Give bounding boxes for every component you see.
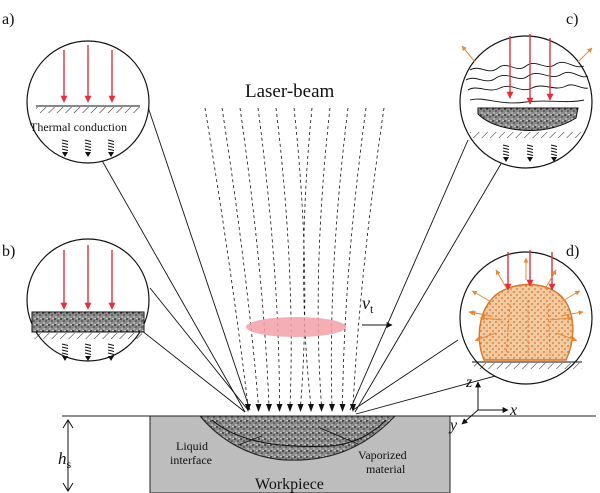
panel-d-label: d) [566, 243, 579, 260]
beam-ray [352, 107, 385, 407]
beam-arrowhead [339, 404, 346, 412]
heat-flow-icon [107, 343, 115, 361]
heat-flow-icon [526, 144, 534, 162]
panel-a-label: a) [2, 11, 14, 28]
spray-arrow [471, 290, 492, 303]
liquid-interface-label-1: Liquid [176, 439, 208, 453]
panel-d-ejection [459, 250, 593, 385]
beam-arrowhead [245, 404, 251, 412]
vaporized-material-label-1: Vaporized [358, 448, 407, 462]
beam-arrowhead [287, 404, 293, 412]
spray-arrow [474, 332, 497, 342]
thermal-conduction-label: Thermal conduction [30, 120, 127, 134]
beam-ray [257, 107, 280, 407]
velocity-label: vt [362, 293, 374, 316]
vaporized-material-leader [319, 427, 359, 445]
heat-flow-icon [502, 144, 510, 162]
beam-arrowhead [308, 404, 314, 412]
laser-beam [204, 107, 385, 412]
liquid-interface-leader [237, 435, 263, 446]
panel-a-thermal-conduction: Thermal conduction [26, 40, 150, 164]
z-axis-label: z [465, 374, 473, 391]
panel-b-label: b) [2, 243, 15, 260]
coordinate-axes: z x y [448, 374, 517, 434]
melt-pool [198, 415, 397, 461]
y-axis [461, 409, 479, 425]
beam-ray [293, 107, 306, 407]
beam-arrowhead [276, 404, 283, 412]
y-axis-label: y [448, 417, 458, 434]
workpiece-label: Workpiece [255, 476, 324, 493]
laser-beam-label: Laser-beam [245, 81, 335, 102]
spray-arrow [549, 315, 573, 321]
velocity-indicator: vt [362, 293, 393, 328]
heat-flow-icon [84, 343, 92, 361]
spray-arrow [544, 269, 557, 290]
beam-ray [239, 107, 270, 407]
heat-flow-icon [84, 139, 92, 157]
depth-label: hs [58, 449, 72, 471]
heat-flow-icon [550, 144, 558, 162]
beam-arrowhead [318, 404, 325, 412]
liquid-interface-label-2: interface [170, 453, 212, 467]
beam-ray [221, 107, 259, 407]
spray-arrow [561, 310, 584, 317]
spray-arrow [495, 269, 508, 290]
beam-arrowhead [329, 404, 335, 412]
panel-c-label: c) [566, 11, 578, 28]
beam-ray [275, 107, 292, 407]
spray-arrow [560, 290, 581, 303]
callout-leaders [99, 106, 511, 415]
beam-ray [303, 107, 313, 407]
spray-arrow [479, 315, 503, 321]
beam-arrowhead [297, 404, 304, 412]
heat-flow-icon [107, 139, 115, 157]
panel-c-vaporization [459, 34, 593, 169]
beam-ray [330, 107, 349, 407]
panel-b-melting [26, 238, 150, 362]
workpiece: Liquid interface Vaporized material Work… [62, 415, 596, 493]
beam-ray [317, 107, 331, 407]
vaporized-material-label-2: material [366, 462, 406, 476]
depth-dimension: hs [58, 419, 74, 492]
laser-focus-spot [246, 317, 346, 337]
spray-arrow [555, 332, 578, 342]
beam-ray [342, 107, 367, 407]
spray-arrow [470, 310, 493, 317]
beam-ray [204, 107, 249, 407]
heat-flow-icon [61, 343, 69, 361]
x-axis-label: x [509, 402, 517, 419]
heat-flow-icon [61, 139, 69, 157]
beam-arrowhead [255, 404, 262, 412]
spray-arrows [468, 257, 584, 342]
beam-arrowhead [266, 404, 272, 412]
